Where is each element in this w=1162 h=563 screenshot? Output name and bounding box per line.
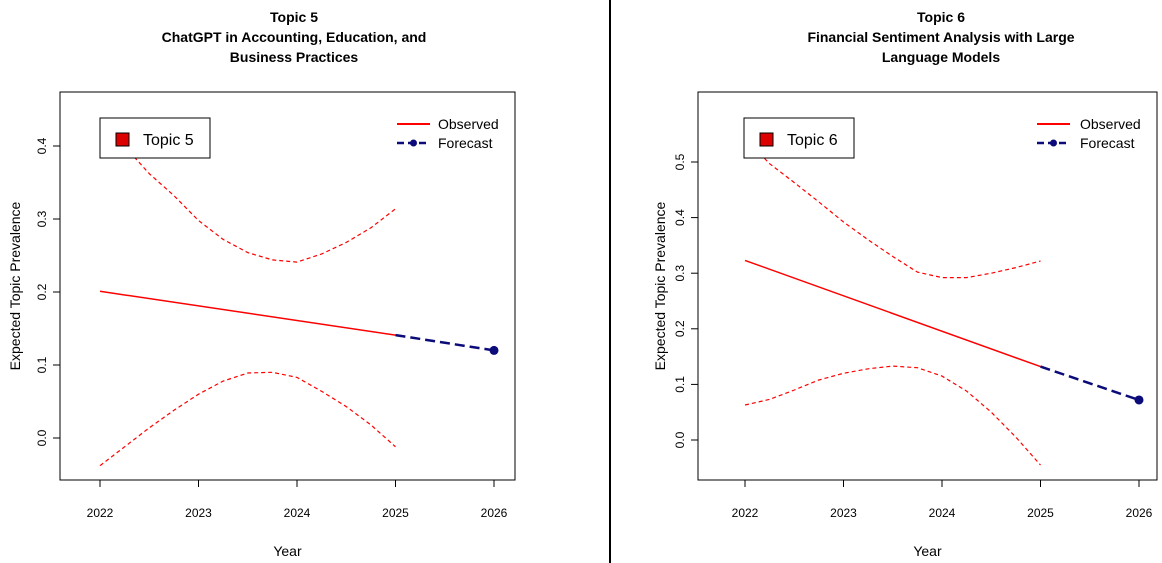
y-tick-label: 0.5: [673, 153, 687, 170]
x-axis-label: Year: [273, 543, 302, 559]
chart-title-line: Financial Sentiment Analysis with Large: [807, 29, 1074, 45]
chart-title-line: Topic 5: [270, 9, 318, 25]
legend-observed-label: Observed: [1080, 116, 1141, 132]
series-forecast-line: [395, 333, 495, 352]
series-forecast-line: [1040, 365, 1140, 402]
x-tick-label: 2026: [481, 506, 508, 520]
legend-forecast-marker: [410, 139, 417, 147]
y-tick-label: 0.3: [35, 210, 49, 227]
series-upper-bound-line: [754, 147, 1041, 279]
topic-box-label: Topic 5: [143, 132, 194, 149]
x-axis-label: Year: [913, 543, 942, 559]
legend-observed-label: Observed: [438, 116, 499, 132]
chart-topic-5: Topic 5 ChatGPT in Accounting, Education,…: [7, 9, 516, 559]
y-tick-label: 0.2: [35, 283, 49, 300]
x-tick-label: 2022: [87, 506, 114, 520]
chart-title-line: Business Practices: [230, 49, 359, 65]
x-tick-label: 2025: [382, 506, 409, 520]
series-lower-bound-line: [744, 365, 1041, 466]
x-tick-label: 2023: [830, 506, 857, 520]
y-tick-label: 0.0: [35, 429, 49, 446]
forecast-end-point: [1134, 395, 1144, 405]
series-observed-line: [744, 259, 1041, 368]
x-tick-label: 2022: [732, 506, 759, 520]
chart-title-line: ChatGPT in Accounting, Education, and: [162, 29, 427, 45]
y-axis-label: Expected Topic Prevalence: [7, 201, 23, 370]
y-tick-label: 0.0: [673, 431, 687, 448]
x-tick-label: 2026: [1126, 506, 1153, 520]
x-tick-label: 2023: [185, 506, 212, 520]
y-tick-label: 0.1: [673, 376, 687, 393]
legend-forecast-label: Forecast: [1080, 135, 1135, 151]
chart-title-line: Language Models: [882, 49, 1000, 65]
y-tick-label: 0.4: [35, 137, 49, 154]
y-tick-label: 0.3: [673, 265, 687, 282]
y-axis-label: Expected Topic Prevalence: [652, 201, 668, 370]
forecast-end-point: [489, 345, 499, 355]
y-tick-label: 0.1: [35, 356, 49, 373]
x-tick-label: 2024: [284, 506, 311, 520]
x-tick-label: 2024: [929, 506, 956, 520]
series-observed-line: [99, 290, 396, 336]
series-upper-bound-line: [129, 151, 396, 263]
topic-color-swatch: [115, 132, 130, 147]
plot-frame: [59, 91, 516, 481]
y-tick-label: 0.2: [673, 320, 687, 337]
topic-color-swatch: [759, 132, 774, 147]
plot-frame: [697, 91, 1158, 481]
legend-forecast-marker: [1050, 139, 1057, 147]
x-tick-label: 2025: [1027, 506, 1054, 520]
panel-divider: [609, 0, 611, 563]
series-lower-bound-line: [99, 371, 396, 467]
y-tick-label: 0.4: [673, 209, 687, 226]
chart-topic-6: Topic 6 Financial Sentiment Analysis with…: [652, 9, 1158, 559]
legend-forecast-label: Forecast: [438, 135, 493, 151]
chart-title-line: Topic 6: [917, 9, 965, 25]
topic-box-label: Topic 6: [787, 132, 838, 149]
